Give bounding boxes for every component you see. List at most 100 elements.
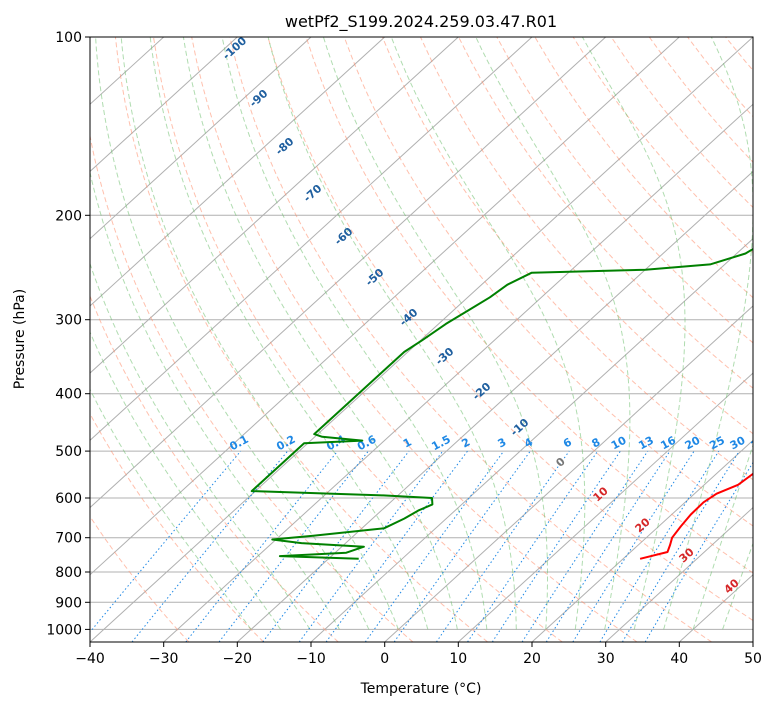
mixing-ratio-label: 3	[496, 435, 509, 450]
mixing-ratio-line	[521, 450, 649, 642]
dry-adiabat-label: 30	[677, 545, 697, 565]
isotherm-line	[90, 37, 533, 442]
mixing-ratio-line	[185, 450, 338, 642]
y-tick-label: 600	[55, 491, 82, 507]
dry-adiabat-line	[267, 37, 753, 622]
mixing-ratio-label: 0.1	[227, 433, 250, 454]
dry-adiabat-line	[90, 133, 414, 642]
y-tick-label: 900	[55, 595, 82, 611]
moist-adiabat-line	[663, 37, 753, 630]
mixing-ratio-label: 10	[609, 434, 629, 453]
dry-adiabat-line	[343, 37, 753, 527]
mixing-ratio-lines	[90, 450, 753, 642]
mixing-ratio-line	[90, 450, 242, 633]
x-tick-label: −20	[223, 651, 253, 667]
mixing-ratio-line	[435, 450, 570, 642]
mixing-ratio-label: 25	[707, 434, 727, 453]
mixing-ratio-label: 0.2	[274, 433, 297, 454]
dry-adiabat-label: -20	[470, 380, 494, 403]
dry-adiabat-label: -60	[332, 225, 356, 248]
dry-adiabats	[90, 37, 753, 642]
plot-area: 0.1 0.2 0.4 0.6 1 1.5 2 3 4 6 8 10 13 16 20 25 30 36-100-…	[90, 37, 753, 642]
dry-adiabat-label: -50	[363, 266, 387, 289]
mixing-ratio-line	[621, 450, 740, 642]
mixing-ratio-line	[572, 450, 695, 642]
mixing-ratio-line	[364, 450, 505, 642]
dry-adiabat-line	[534, 37, 753, 299]
dry-adiabat-label: -80	[273, 135, 297, 158]
moist-adiabat-line	[221, 37, 488, 630]
mixing-ratio-line	[491, 450, 621, 642]
dry-adiabat-line	[90, 515, 190, 642]
moist-adiabat-line	[475, 37, 631, 630]
mixing-ratio-label: 4	[522, 435, 535, 450]
x-tick-label: 30	[597, 651, 615, 667]
moist-adiabat-line	[149, 37, 429, 630]
dry-adiabat-label: 0	[553, 455, 568, 470]
y-axis-label: Pressure (hPa)	[12, 289, 28, 389]
mixing-ratio-label: 1	[401, 435, 414, 450]
isotherm-line	[236, 170, 753, 642]
mixing-ratio-label: 1.5	[429, 433, 452, 454]
mixing-ratio-label: 16	[658, 434, 678, 453]
dry-adiabat-line	[381, 37, 753, 481]
y-tick-label: 700	[55, 531, 82, 547]
dry-adiabat-line	[229, 37, 712, 642]
mixing-ratio-line	[467, 450, 599, 642]
x-tick-label: −40	[75, 651, 105, 667]
x-tick-label: 0	[380, 651, 389, 667]
isotherm-line	[457, 372, 753, 642]
mixing-ratio-label: 20	[683, 434, 703, 453]
mixing-ratio-line	[325, 450, 468, 642]
mixing-ratio-label: 0.6	[355, 433, 379, 454]
y-tick-label: 500	[55, 444, 82, 460]
dry-adiabat-line	[114, 37, 488, 642]
x-tick-label: 40	[670, 651, 688, 667]
isotherm-line	[90, 37, 238, 173]
isotherm-line	[605, 506, 753, 642]
isotherm-line	[531, 439, 753, 642]
dry-adiabat-label: -70	[301, 182, 325, 205]
moist-adiabat-line	[581, 37, 686, 630]
mixing-ratio-label: 2	[459, 435, 472, 450]
mixing-ratio-label: 30	[728, 434, 748, 453]
chart-title: wetPf2_S199.2024.259.03.47.R01	[285, 12, 557, 32]
y-tick-label: 400	[55, 387, 82, 403]
dry-adiabat-line	[153, 37, 563, 642]
dry-adiabat-line	[496, 37, 753, 344]
dry-adiabat-label: 20	[633, 515, 653, 535]
moist-adiabat-line	[90, 388, 252, 630]
moist-adiabat-line	[390, 37, 586, 630]
mixing-ratio-line	[262, 450, 410, 642]
y-tick-label: 200	[55, 208, 82, 224]
moist-adiabat-line	[722, 542, 753, 630]
y-tick-label: 300	[55, 313, 82, 329]
grid-layer	[90, 37, 753, 642]
mixing-ratio-line	[599, 450, 720, 642]
mixing-ratio-label: 6	[561, 435, 574, 450]
isotherm-line	[384, 305, 753, 642]
isotherm-line	[163, 103, 753, 642]
isotherm-line	[90, 37, 459, 374]
moist-adiabat-line	[322, 37, 548, 630]
dry-adiabat-line	[90, 412, 264, 642]
moist-adiabat-line	[182, 37, 458, 630]
plot-frame	[89, 36, 754, 643]
dry-adiabat-label: 10	[591, 484, 611, 504]
dry-adiabat-line	[458, 37, 753, 389]
moist-adiabat-line	[692, 443, 753, 630]
dry-adiabat-label: -90	[247, 87, 271, 110]
mixing-ratio-line	[298, 450, 444, 642]
temperature-profile	[639, 470, 753, 560]
moist-adiabat-line	[90, 330, 281, 630]
dry-adiabat-line	[420, 37, 753, 435]
mixing-ratio-line	[393, 450, 531, 642]
x-tick-label: 20	[523, 651, 541, 667]
y-tick-label: 800	[55, 565, 82, 581]
isotherm-line	[752, 641, 753, 642]
moist-adiabat-line	[95, 37, 370, 630]
isotherm-line	[90, 37, 607, 509]
x-tick-label: −30	[149, 651, 179, 667]
isotherm-line	[90, 37, 386, 307]
